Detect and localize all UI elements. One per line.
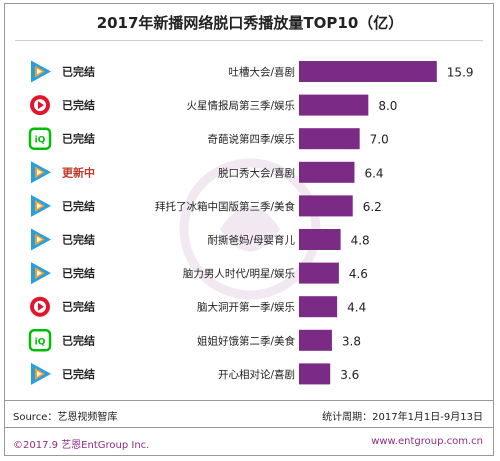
- status-label: 已完结: [62, 333, 95, 347]
- title-divider: [15, 40, 483, 41]
- youku-icon-play: [38, 302, 44, 311]
- value-label: 6.4: [364, 166, 383, 180]
- status-label: 已完结: [62, 132, 95, 146]
- category-label: 拜托了冰箱中国版第三季/美食: [155, 200, 296, 213]
- value-label: 4.8: [351, 234, 370, 248]
- category-label: 奇葩说第四季/娱乐: [207, 133, 295, 146]
- status-label: 已完结: [62, 233, 95, 247]
- bar: [299, 61, 437, 82]
- iqiyi-icon: [28, 127, 52, 150]
- category-label: 姐姐好饿第二季/美食: [197, 334, 296, 347]
- footer-divider: [5, 400, 493, 401]
- iqiyi-icon-glyph: iQ: [35, 136, 46, 146]
- tencent-video-icon-play: [37, 68, 42, 75]
- value-label: 3.8: [342, 334, 361, 348]
- iqiyi-icon: [28, 329, 52, 352]
- tencent-video-icon-play: [37, 270, 42, 277]
- status-label: 已完结: [62, 300, 95, 314]
- period-note: 统计周期：2017年1月1日-9月13日: [322, 412, 483, 423]
- chart-frame: 2017年新播网络脱口秀播放量TOP10（亿） 15.9 吐槽大会/喜剧 已完结 8.…: [4, 3, 494, 456]
- status-label: 已完结: [62, 199, 95, 213]
- tencent-video-icon-play: [37, 370, 42, 377]
- copyright-note: ©2017.9 艺恩EntGroup Inc.: [13, 440, 150, 451]
- category-label: 开心相对论/喜剧: [218, 368, 295, 381]
- value-label: 4.4: [347, 301, 366, 315]
- status-label: 已完结: [62, 367, 95, 381]
- bar-chart: 15.9吐槽大会/喜剧已完结8.0火星情报局第三季/娱乐已完结7.0奇葩说第四季…: [28, 60, 474, 385]
- category-label: 吐槽大会/喜剧: [228, 66, 295, 79]
- tencent-video-icon-play: [37, 169, 42, 176]
- value-label: 7.0: [370, 133, 389, 147]
- footer-divider-2: [5, 427, 493, 428]
- value-label: 15.9: [447, 66, 474, 80]
- category-label: 脑力男人时代/明星/娱乐: [183, 267, 296, 280]
- bar: [299, 128, 360, 150]
- value-label: 4.6: [349, 267, 368, 281]
- category-label: 耐撕爸妈/母婴育儿: [207, 234, 295, 247]
- tencent-video-icon-play: [37, 236, 42, 243]
- bar: [299, 363, 331, 385]
- bar: [299, 195, 353, 217]
- tencent-video-icon-play: [37, 202, 42, 209]
- source-note: Source：艺恩视频智库: [13, 412, 118, 423]
- status-label: 已完结: [62, 65, 95, 79]
- category-label: 脱口秀大会/喜剧: [218, 166, 295, 179]
- bar: [299, 161, 355, 183]
- bar: [299, 262, 339, 284]
- value-label: 6.2: [363, 200, 382, 214]
- bar: [299, 229, 341, 250]
- bar: [299, 296, 338, 318]
- website-link[interactable]: www.entgroup.com.cn: [371, 436, 483, 447]
- value-label: 3.6: [340, 368, 359, 382]
- chart-title: 2017年新播网络脱口秀播放量TOP10（亿）: [96, 14, 404, 32]
- youku-icon-play: [38, 101, 44, 110]
- bar: [299, 329, 332, 351]
- status-label: 已完结: [62, 266, 95, 280]
- status-label: 更新中: [62, 165, 95, 179]
- status-label: 已完结: [62, 98, 95, 112]
- bar: [299, 94, 369, 116]
- category-label: 脑大洞开第一季/娱乐: [197, 301, 296, 314]
- iqiyi-icon-glyph: iQ: [35, 337, 46, 347]
- value-label: 8.0: [378, 99, 397, 113]
- category-label: 火星情报局第三季/娱乐: [186, 99, 295, 112]
